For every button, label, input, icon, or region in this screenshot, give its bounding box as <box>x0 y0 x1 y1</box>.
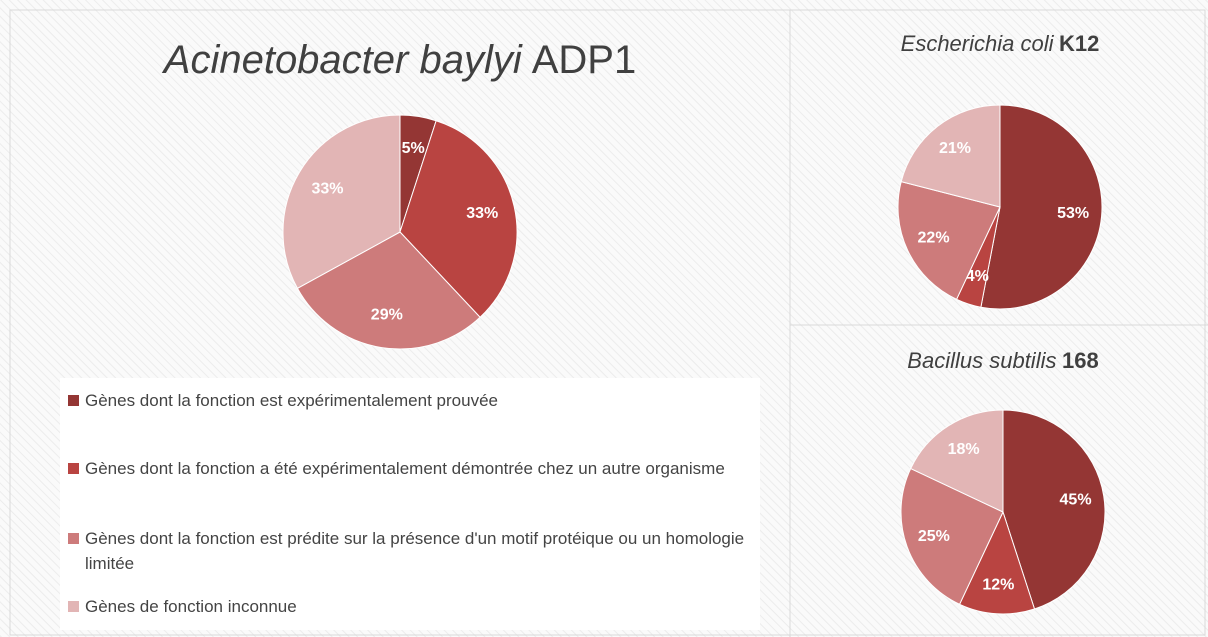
legend-label: Gènes dont la fonction est prédite sur l… <box>85 529 745 573</box>
data-label: 22% <box>918 229 950 246</box>
pie-slice <box>900 467 1004 605</box>
data-label: 4% <box>966 268 989 285</box>
legend-item: Gènes dont la fonction a été expérimenta… <box>68 456 748 481</box>
legend-label: Gènes dont la fonction est expérimentale… <box>85 391 498 410</box>
legend: Gènes dont la fonction est expérimentale… <box>60 378 760 630</box>
legend-swatch <box>68 395 79 406</box>
data-label: 18% <box>948 441 980 458</box>
data-label: 33% <box>311 180 343 197</box>
pie-slice <box>1002 409 1106 610</box>
data-label: 25% <box>918 528 950 545</box>
pie-slice <box>282 114 401 290</box>
title-rest: 168 <box>1062 348 1099 373</box>
pie-slice <box>980 104 1103 310</box>
legend-swatch <box>68 533 79 544</box>
title-italic: Escherichia coli <box>901 31 1055 56</box>
legend-label: Gènes de fonction inconnue <box>85 597 297 616</box>
legend-label: Gènes dont la fonction a été expérimenta… <box>85 459 725 478</box>
title-rest: K12 <box>1059 31 1099 56</box>
data-label: 45% <box>1060 492 1092 509</box>
legend-item: Gènes dont la fonction est prédite sur l… <box>68 526 748 576</box>
data-label: 29% <box>371 306 403 323</box>
legend-item: Gènes de fonction inconnue <box>68 594 748 619</box>
title-italic: Bacillus subtilis <box>907 348 1056 373</box>
data-label: 12% <box>982 577 1014 594</box>
chart-title: Bacillus subtilis 168 <box>907 348 1098 373</box>
chart-title: Escherichia coli K12 <box>901 31 1100 56</box>
pie-slice <box>296 231 481 350</box>
legend-swatch <box>68 601 79 612</box>
chart-title: Acinetobacter baylyi ADP1 <box>162 38 636 82</box>
border <box>9 9 1206 636</box>
data-label: 21% <box>939 140 971 157</box>
data-label: 5% <box>402 140 425 157</box>
pie-slice <box>897 181 1001 300</box>
pie-slice <box>958 510 1036 615</box>
data-label: 53% <box>1057 205 1089 222</box>
pie-slice <box>900 104 1001 208</box>
title-italic: Acinetobacter baylyi <box>162 38 523 82</box>
title-rest: ADP1 <box>532 38 637 82</box>
legend-item: Gènes dont la fonction est expérimentale… <box>68 388 748 413</box>
legend-swatch <box>68 463 79 474</box>
pie-slice <box>910 409 1004 513</box>
data-label: 33% <box>466 205 498 222</box>
pie-slice <box>399 120 518 318</box>
